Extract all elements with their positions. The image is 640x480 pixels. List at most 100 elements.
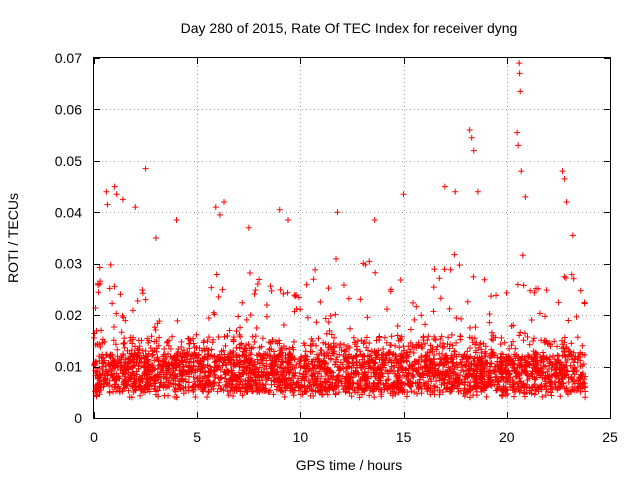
data-point (248, 378, 255, 385)
data-point (357, 296, 364, 303)
data-point (203, 377, 210, 384)
data-point (135, 363, 142, 370)
data-point (122, 317, 129, 324)
data-point (510, 364, 517, 371)
data-point (481, 387, 488, 394)
data-point (558, 360, 565, 367)
data-point (492, 334, 499, 341)
data-point (419, 374, 426, 381)
data-point (534, 368, 541, 375)
data-point (152, 388, 159, 395)
data-point (233, 375, 240, 382)
data-point (364, 353, 371, 360)
data-point (388, 357, 395, 364)
data-point (495, 378, 502, 385)
data-point (565, 387, 572, 394)
data-point (264, 375, 271, 382)
data-point (342, 387, 349, 394)
data-point (499, 393, 506, 400)
data-point (546, 358, 553, 365)
data-point (223, 378, 230, 385)
data-point (99, 366, 106, 373)
data-point (477, 360, 484, 367)
data-point (192, 367, 199, 374)
data-point (561, 371, 568, 378)
data-point (272, 354, 279, 361)
data-point (93, 393, 100, 400)
data-point (386, 383, 393, 390)
data-point (470, 147, 477, 154)
data-point (302, 353, 309, 360)
data-point (409, 342, 416, 349)
data-point (344, 343, 351, 350)
data-point (312, 365, 319, 372)
data-point (378, 391, 385, 398)
data-point (155, 342, 162, 349)
data-point (219, 286, 226, 293)
data-point (410, 374, 417, 381)
data-point (290, 338, 297, 345)
data-point (206, 369, 213, 376)
data-point (131, 384, 138, 391)
data-point (577, 371, 584, 378)
data-point (506, 370, 513, 377)
data-point (477, 384, 484, 391)
data-point (303, 356, 310, 363)
data-point (451, 251, 458, 258)
data-point (521, 390, 528, 397)
data-point (149, 351, 156, 358)
data-point (111, 183, 118, 190)
data-point (111, 283, 118, 290)
data-point (453, 314, 460, 321)
data-point (218, 386, 225, 393)
data-point (182, 368, 189, 375)
data-point (328, 331, 335, 338)
data-point (393, 384, 400, 391)
data-point (208, 346, 215, 353)
data-point (371, 394, 378, 401)
data-point (161, 345, 168, 352)
data-point (460, 390, 467, 397)
x-tick-label: 20 (499, 429, 515, 445)
data-point (114, 353, 121, 360)
data-point (237, 357, 244, 364)
data-point (342, 347, 349, 354)
data-point (410, 349, 417, 356)
data-point (466, 127, 473, 133)
data-point (165, 350, 172, 357)
data-point (302, 348, 309, 355)
data-point (418, 385, 425, 392)
data-point (294, 379, 301, 386)
y-tick-label: 0.04 (55, 204, 82, 220)
data-point (490, 367, 497, 374)
data-point (352, 341, 359, 348)
data-point (110, 337, 117, 344)
data-point (472, 341, 479, 348)
data-point (262, 350, 269, 357)
data-point (449, 342, 456, 349)
data-point (442, 368, 449, 375)
data-point (468, 335, 475, 342)
data-point (222, 361, 229, 368)
data-point (486, 354, 493, 361)
data-point (195, 352, 202, 359)
data-point (126, 394, 133, 401)
data-point (325, 285, 332, 292)
data-point (542, 338, 549, 345)
data-point (253, 352, 260, 359)
data-point (364, 314, 371, 321)
data-point (189, 335, 196, 342)
data-point (272, 338, 279, 345)
data-point (291, 308, 298, 315)
data-point (150, 380, 157, 387)
data-point (251, 361, 258, 368)
data-point (96, 264, 103, 271)
data-point (157, 379, 164, 386)
data-point (570, 349, 577, 356)
data-point (309, 376, 316, 383)
data-point (345, 386, 352, 393)
data-point (115, 383, 122, 390)
data-point (348, 393, 355, 400)
data-point (276, 340, 283, 347)
data-point (212, 367, 219, 374)
